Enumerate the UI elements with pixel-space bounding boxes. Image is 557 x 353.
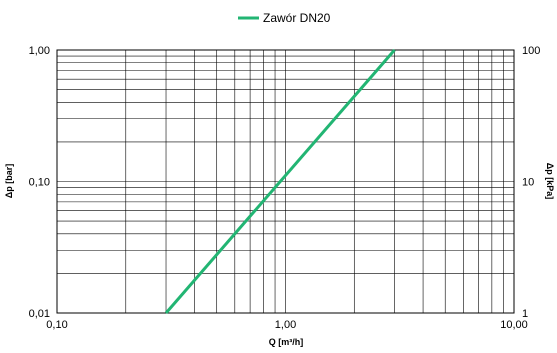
y2-tick-label: 10 [522,177,534,189]
series-line [164,49,396,314]
y-tick-label: 0,10 [29,177,50,189]
y2-axis-title: Δp [kPa] [545,163,555,199]
x-tick-label: 10,00 [500,319,528,331]
x-tick-label: 0,10 [46,319,67,331]
y2-tick-label: 1 [522,308,528,320]
plot-border [56,49,515,314]
grid [56,50,514,314]
legend: Zawór DN20 [238,11,331,25]
x-tick-label: 1,00 [275,319,296,331]
y-tick-label: 1,00 [29,45,50,57]
series-layer [164,49,396,314]
x-axis-title: Q [m³/h] [269,337,304,347]
y-tick-label: 0,01 [29,308,50,320]
y-axis-title: Δp [bar] [4,164,14,198]
y2-tick-label: 100 [522,45,540,57]
plot-frame [56,49,515,314]
legend-label: Zawór DN20 [263,11,331,25]
